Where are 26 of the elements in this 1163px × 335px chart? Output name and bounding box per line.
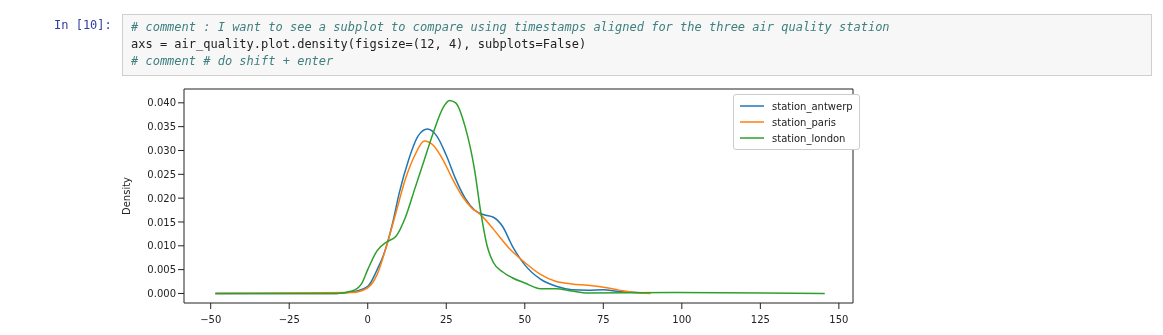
y-tick-label: 0.040 [147,97,176,109]
text: In [10]: [54,18,112,32]
legend-label: station_paris [772,116,836,128]
y-tick-label: 0.000 [147,288,176,300]
y-tick-label: 0.025 [147,168,176,180]
text: # comment # do shift + enter [131,53,335,70]
text: axs = air_quality.plot.density(figsize=(12, 4), subplots=False) [131,36,588,53]
x-tick-label: 150 [829,314,849,325]
y-tick-label: 0.035 [147,121,176,133]
y-tick-label: 0.015 [147,216,176,228]
x-tick-label: −25 [278,314,300,325]
y-axis-title: Density [120,176,132,216]
legend-label: station_london [772,132,846,144]
y-tick-label: 0.010 [147,240,176,252]
x-tick-label: 75 [596,314,610,325]
legend-label: station_antwerp [772,100,853,112]
x-tick-label: 125 [750,314,770,325]
x-tick-label: 50 [518,314,532,325]
x-tick-label: 100 [672,314,692,325]
x-tick-label: 25 [439,314,453,325]
text: # comment : I want to see a subplot to compare using timestamps aligned for the three air quality station [131,19,891,36]
y-tick-label: 0.005 [147,264,176,276]
x-tick-label: −50 [200,314,222,325]
y-tick-label: 0.030 [147,145,176,157]
x-tick-label: 0 [364,314,371,325]
y-tick-label: 0.020 [147,192,176,204]
